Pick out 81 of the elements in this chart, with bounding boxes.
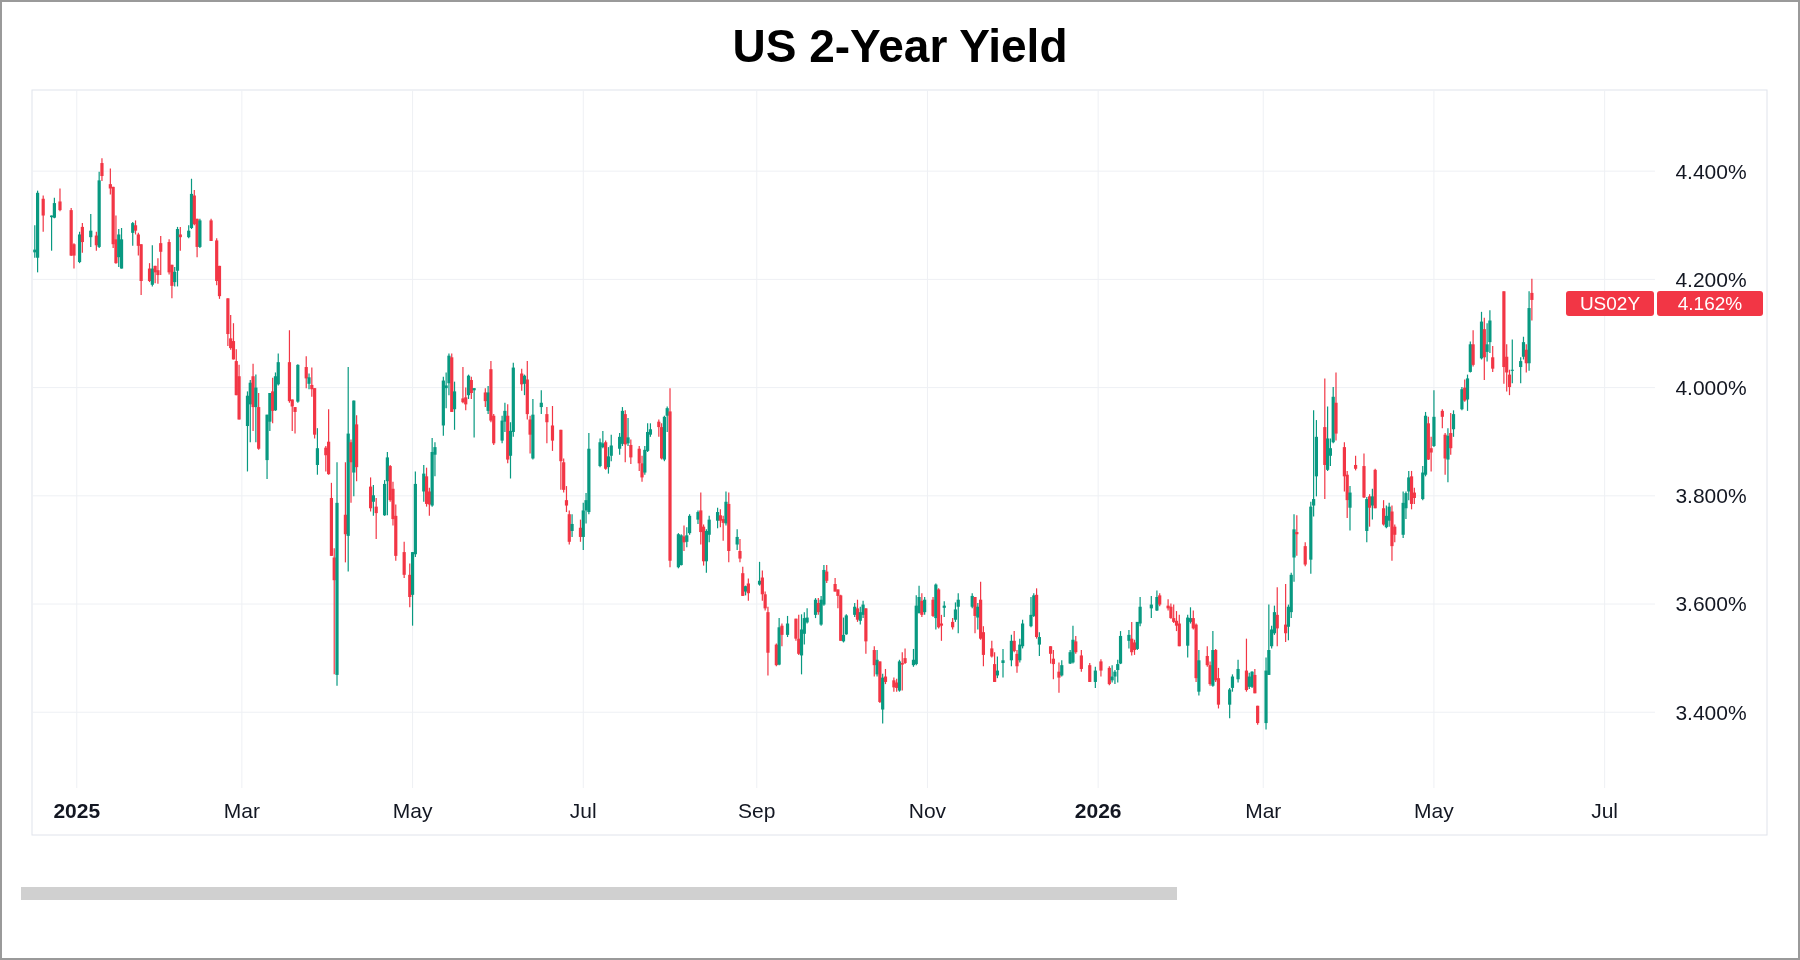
candlestick — [973, 596, 977, 634]
y-tick-label: 3.400% — [1675, 700, 1747, 724]
candlestick — [1107, 665, 1111, 686]
candlestick — [724, 490, 728, 527]
candlestick — [1275, 586, 1279, 647]
x-tick-label: Jul — [569, 799, 597, 822]
y-tick-label: 4.400% — [1675, 159, 1747, 183]
candlestick — [41, 194, 45, 233]
x-tick-label: Jul — [1591, 799, 1619, 822]
y-tick-label: 4.000% — [1675, 375, 1747, 399]
candlestick — [1303, 541, 1307, 567]
candlestick — [1009, 634, 1013, 667]
candlestick — [1037, 631, 1041, 657]
candlestick — [1177, 614, 1181, 647]
candlestick — [368, 476, 373, 513]
y-tick-label: 4.200% — [1675, 267, 1747, 291]
x-tick-label: 2026 — [1074, 799, 1122, 822]
candlestick — [735, 528, 739, 551]
candlestick — [1460, 386, 1464, 411]
x-tick-label: Mar — [1245, 799, 1282, 822]
candlestick — [483, 387, 487, 408]
candlestick — [1384, 504, 1388, 529]
candlestick — [315, 427, 320, 476]
candlestick — [1521, 336, 1526, 361]
candlestick — [780, 622, 784, 647]
candlestick — [1001, 648, 1005, 679]
candlestick — [1449, 412, 1453, 456]
candlestick — [1088, 662, 1092, 683]
x-tick-label: May — [392, 799, 433, 822]
candlestick — [100, 157, 104, 182]
candlestick — [1510, 338, 1514, 384]
annotation: US02Y — [1579, 293, 1641, 315]
candlestick — [1381, 499, 1386, 527]
x-tick-label: May — [1414, 799, 1455, 822]
candlestick — [150, 244, 154, 288]
candlestick — [1348, 485, 1352, 532]
candlestick — [343, 461, 348, 563]
candlestick — [1079, 649, 1083, 673]
candlestick — [1463, 378, 1467, 403]
candlestick — [402, 541, 406, 579]
candlestick — [254, 374, 258, 443]
candlestick — [875, 649, 879, 678]
candlestick — [956, 592, 960, 634]
candlestick — [774, 642, 778, 667]
candlestick — [545, 406, 549, 444]
candlestick — [1127, 629, 1131, 649]
candlestick — [570, 513, 574, 538]
candlestick — [80, 222, 84, 254]
candlestick — [976, 602, 980, 631]
candlestick — [738, 538, 742, 563]
candlestick — [931, 596, 935, 618]
candlestick — [1519, 356, 1523, 384]
candlestick — [785, 615, 790, 638]
y-tick-label: 3.600% — [1675, 592, 1747, 616]
candlestick — [550, 405, 555, 452]
candlestick — [58, 187, 62, 212]
x-tick-label: Nov — [908, 799, 947, 822]
candlestick — [349, 438, 353, 504]
candlestick — [626, 417, 630, 447]
candlestick — [1029, 596, 1033, 628]
chart-title: US 2-Year Yield — [732, 20, 1068, 72]
candlestick — [452, 381, 457, 431]
x-tick-label: Mar — [223, 799, 260, 822]
x-tick-label: Sep — [738, 799, 776, 822]
x-tick-label: 2025 — [53, 799, 101, 822]
candlestick — [578, 519, 583, 543]
candlestick — [209, 218, 213, 242]
candlestick — [1093, 666, 1097, 689]
candlestick — [408, 562, 412, 608]
candlestick — [757, 561, 762, 587]
candlestick — [1491, 345, 1495, 373]
candlestick — [178, 226, 182, 252]
candlestick — [271, 377, 275, 424]
y-tick-label: 3.800% — [1675, 484, 1747, 508]
candlestick — [629, 438, 633, 465]
candlestick — [1236, 659, 1240, 684]
text: 4.162% — [1677, 293, 1743, 315]
candlestick — [1451, 409, 1456, 438]
candlestick — [1471, 329, 1475, 368]
candlestick — [1440, 408, 1444, 429]
candlestick — [1530, 278, 1534, 322]
